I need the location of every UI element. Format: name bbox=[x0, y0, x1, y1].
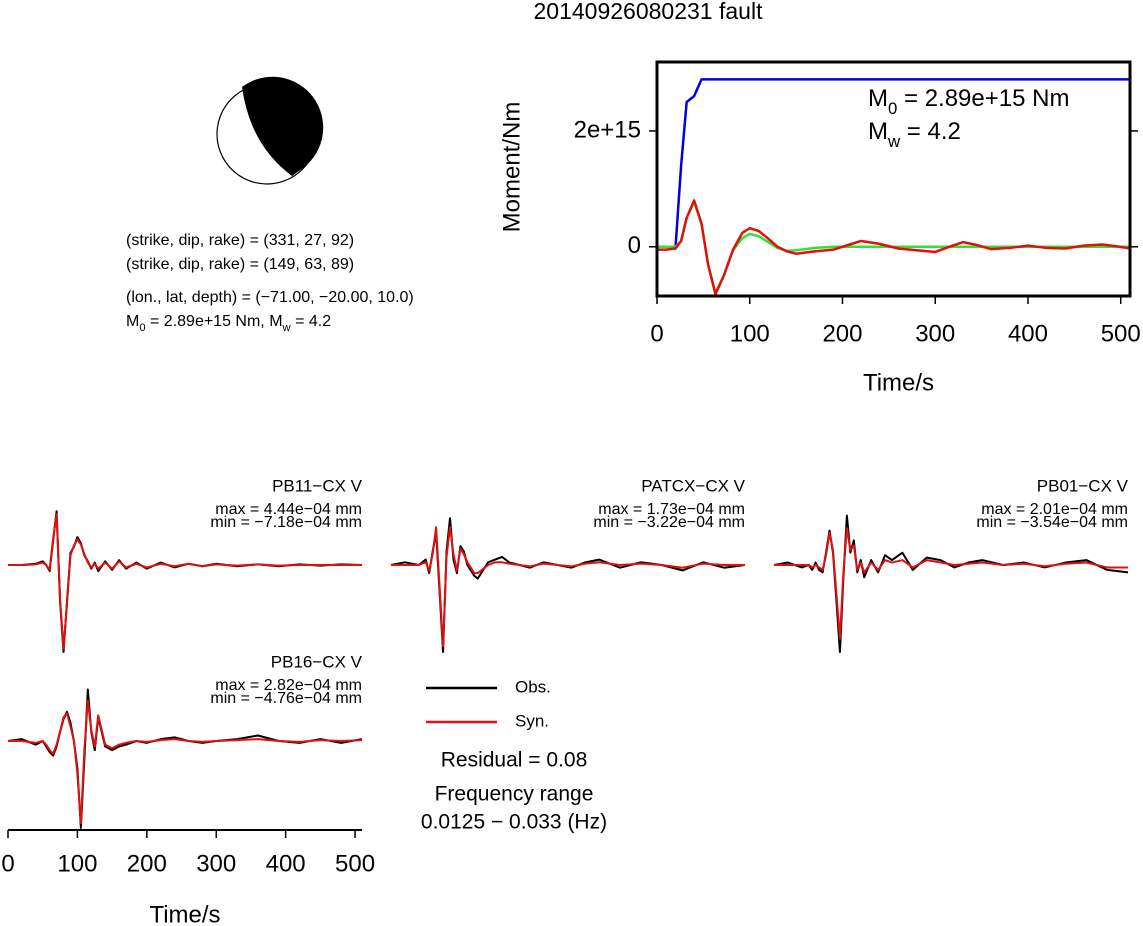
x-tick-label: 0 bbox=[650, 320, 663, 347]
synthetic-trace bbox=[774, 527, 1128, 640]
moment-line bbox=[657, 199, 1131, 296]
x-tick-label: 300 bbox=[915, 320, 955, 347]
station-max: max = 4.44e−04 mm bbox=[215, 501, 362, 518]
annotation: M0 = 2.89e+15 Nm bbox=[868, 85, 1069, 118]
beachball-compression bbox=[242, 76, 324, 176]
x-tick-label: 300 bbox=[196, 850, 236, 877]
subscript: 0 bbox=[139, 322, 145, 334]
note: Residual = 0.08 bbox=[441, 749, 588, 772]
text-part: = 4.2 bbox=[900, 118, 961, 145]
moment-line bbox=[657, 78, 1130, 249]
subscript: 0 bbox=[888, 99, 897, 118]
text-part: = 4.2 bbox=[291, 313, 332, 330]
station-name: PB16−CX V bbox=[271, 652, 363, 671]
x-tick-label: 400 bbox=[266, 850, 306, 877]
beachball bbox=[216, 76, 324, 185]
x-tick-label: 200 bbox=[822, 320, 862, 347]
observed-trace bbox=[7, 688, 363, 829]
observed-trace bbox=[8, 510, 363, 653]
station-min: min = −3.54e−04 mm bbox=[976, 514, 1128, 531]
info-moment: M0 = 2.89e+15 Nm, Mw = 4.2 bbox=[126, 313, 331, 334]
x-axis-label: Time/s bbox=[149, 901, 220, 926]
text-part: M bbox=[126, 313, 139, 330]
y-tick-label: 0 bbox=[628, 232, 641, 259]
text-part: = 2.89e+15 Nm, M bbox=[146, 313, 283, 330]
figure-title: 20140926080231 fault bbox=[534, 0, 764, 24]
text-part: M bbox=[868, 85, 888, 112]
station-name: PATCX−CX V bbox=[641, 476, 745, 495]
synthetic-trace bbox=[8, 513, 362, 650]
subscript: w bbox=[282, 322, 292, 334]
station-name: PB01−CX V bbox=[1037, 476, 1129, 495]
x-tick-label: 200 bbox=[127, 850, 167, 877]
info-line: (strike, dip, rake) = (149, 63, 89) bbox=[126, 256, 354, 273]
x-tick-label: 0 bbox=[1, 850, 14, 877]
x-tick-label: 100 bbox=[730, 320, 770, 347]
y-tick-label: 2e+15 bbox=[574, 116, 641, 143]
x-tick-label: 500 bbox=[1101, 320, 1141, 347]
x-axis-label: Time/s bbox=[863, 369, 934, 396]
x-tick-label: 500 bbox=[335, 850, 375, 877]
station-min: min = −7.18e−04 mm bbox=[210, 514, 362, 531]
legend-label: Obs. bbox=[515, 677, 551, 696]
synthetic-trace bbox=[391, 526, 745, 648]
text-part: M bbox=[868, 118, 888, 145]
observed-trace bbox=[773, 514, 1129, 653]
station-max: max = 1.73e−04 mm bbox=[598, 501, 745, 518]
x-tick-label: 400 bbox=[1008, 320, 1048, 347]
note: 0.0125 − 0.033 (Hz) bbox=[421, 811, 607, 834]
note: Frequency range bbox=[435, 783, 594, 806]
station-max: max = 2.82e−04 mm bbox=[215, 677, 362, 694]
y-axis-label: Moment/Nm bbox=[498, 102, 525, 233]
station-max: max = 2.01e−04 mm bbox=[981, 501, 1128, 518]
info-line: (lon., lat, depth) = (−71.00, −20.00, 10… bbox=[126, 289, 414, 306]
annotation: Mw = 4.2 bbox=[868, 118, 961, 151]
station-min: min = −4.76e−04 mm bbox=[210, 690, 362, 707]
plot-frame bbox=[655, 60, 1132, 298]
station-name: PB11−CX V bbox=[272, 476, 363, 495]
text-part: = 2.89e+15 Nm bbox=[897, 85, 1069, 112]
info-line: (strike, dip, rake) = (331, 27, 92) bbox=[126, 232, 354, 249]
subscript: w bbox=[887, 132, 901, 151]
legend-label: Syn. bbox=[515, 711, 549, 730]
x-tick-label: 100 bbox=[57, 850, 97, 877]
station-min: min = −3.22e−04 mm bbox=[593, 514, 745, 531]
synthetic-trace bbox=[8, 699, 363, 825]
